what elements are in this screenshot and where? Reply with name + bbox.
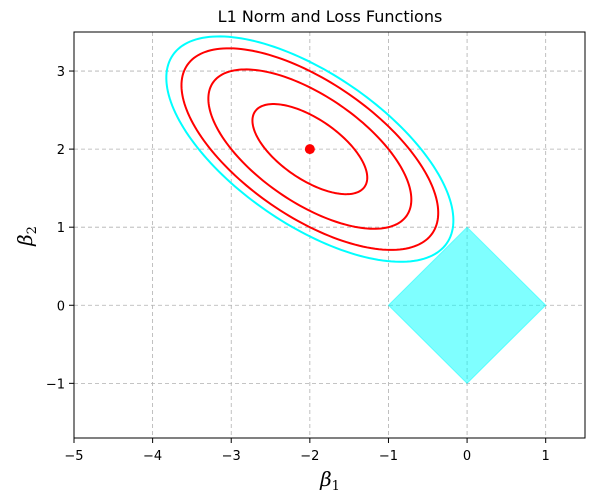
chart-title: L1 Norm and Loss Functions (218, 7, 443, 26)
x-axis-label-symbol: β (319, 467, 332, 491)
y-tick-label: 3 (57, 65, 65, 80)
loss-contours (165, 35, 455, 263)
l1-norm-region (387, 226, 547, 385)
x-tick-label: −5 (64, 449, 83, 464)
x-tick-label: −2 (300, 449, 319, 464)
contour-line-4 (165, 35, 455, 263)
x-tick-label: −1 (379, 449, 398, 464)
x-tick-label: 0 (463, 449, 471, 464)
axis-ticks: −5 −4 −3 −2 −1 0 1 −1 0 1 2 3 (46, 65, 550, 464)
contour-line-2 (207, 68, 413, 230)
x-tick-label: −3 (222, 449, 241, 464)
y-tick-label: 0 (57, 299, 65, 314)
y-axis-label-subscript: 2 (25, 226, 40, 234)
x-tick-label: −4 (143, 449, 162, 464)
loss-minimum-point (304, 144, 315, 155)
x-axis-label: β1 (319, 467, 340, 494)
plot-frame (73, 31, 586, 439)
y-axis-label: β2 (13, 226, 40, 247)
x-axis-label-subscript: 1 (332, 479, 340, 494)
y-tick-label: −1 (46, 377, 65, 392)
contour-line-3 (180, 47, 440, 251)
grid (73, 32, 585, 438)
y-axis-label-symbol: β (13, 234, 37, 247)
y-tick-label: 2 (57, 143, 65, 158)
contour-line-1 (251, 103, 369, 196)
x-tick-label: 1 (542, 449, 550, 464)
y-tick-label: 1 (57, 221, 65, 236)
